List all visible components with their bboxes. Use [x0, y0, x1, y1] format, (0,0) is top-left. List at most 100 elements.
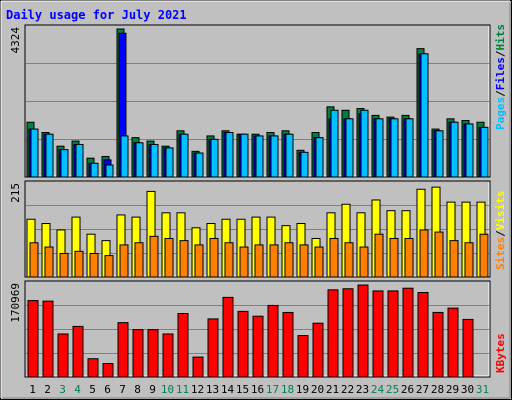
day-label-11: 11	[176, 383, 189, 396]
sites-bar-day-27	[419, 229, 429, 278]
panel-3-legend: KBytes	[494, 333, 507, 373]
kbytes-bar-day-27	[417, 292, 429, 378]
day-label-18: 18	[281, 383, 294, 396]
day-label-10: 10	[161, 383, 174, 396]
day-label-9: 9	[149, 383, 156, 396]
sites-bar-day-6	[104, 255, 114, 278]
sites-bar-day-29	[449, 240, 459, 278]
sites-bar-day-19	[299, 244, 309, 278]
legend-pages: Pages	[494, 97, 507, 130]
sites-bar-day-23	[359, 246, 369, 278]
legend-visits: Visits	[494, 191, 507, 231]
panel-2-ymax-label: 215	[9, 183, 22, 203]
day-label-28: 28	[431, 383, 444, 396]
day-label-21: 21	[326, 383, 339, 396]
pages-bar-day-31	[480, 126, 489, 178]
day-label-1: 1	[29, 383, 36, 396]
panel-3-ymax-label: 170969	[9, 283, 22, 323]
sites-bar-day-8	[134, 242, 144, 278]
panel-1-legend-sep-1: /	[494, 90, 507, 97]
day-label-15: 15	[236, 383, 249, 396]
pages-bar-day-8	[135, 142, 144, 178]
day-label-25: 25	[386, 383, 399, 396]
kbytes-bar-day-28	[432, 311, 444, 378]
pages-bar-day-4	[75, 143, 84, 178]
pages-bar-day-12	[195, 152, 204, 178]
day-label-7: 7	[119, 383, 126, 396]
day-label-26: 26	[401, 383, 414, 396]
day-label-3: 3	[59, 383, 66, 396]
sites-bar-day-17	[269, 244, 279, 278]
sites-bar-day-3	[59, 252, 69, 278]
panel-3-legend-text: KBytes	[494, 333, 507, 373]
day-label-24: 24	[371, 383, 385, 396]
day-label-27: 27	[416, 383, 429, 396]
kbytes-bar-day-1	[27, 300, 39, 378]
kbytes-bar-day-21	[327, 289, 339, 378]
kbytes-bar-day-20	[312, 322, 324, 378]
day-label-19: 19	[296, 383, 309, 396]
pages-bar-day-15	[240, 133, 249, 178]
sites-bar-day-14	[224, 242, 234, 278]
day-label-23: 23	[356, 383, 369, 396]
sites-bar-day-7	[119, 244, 129, 278]
legend-files: Files	[494, 57, 507, 90]
pages-bar-day-25	[390, 118, 399, 178]
sites-bar-day-1	[29, 242, 39, 278]
kbytes-bar-day-30	[462, 318, 474, 378]
pages-bar-day-16	[255, 135, 264, 178]
pages-bar-day-13	[210, 138, 219, 178]
legend-sites: Sites	[494, 237, 507, 270]
sites-bar-day-18	[284, 242, 294, 278]
sites-bar-day-5	[89, 252, 99, 278]
day-label-20: 20	[311, 383, 324, 396]
x-axis-day-labels: 1 2 3 4 5 6 7 8 9 10 11 12 13 14 15 16 17 18 19 20 21 22 23 24 2…	[29, 383, 489, 396]
chart-title: Daily usage for July 2021	[6, 8, 187, 22]
sites-bar-day-25	[389, 237, 399, 278]
panel-2-legend: Sites/Visits	[494, 191, 507, 271]
pages-bar-day-23	[360, 109, 369, 178]
pages-bar-day-26	[405, 118, 414, 178]
day-label-5: 5	[89, 383, 96, 396]
sites-bar-day-9	[149, 235, 159, 278]
kbytes-bar-day-2	[42, 300, 54, 378]
sites-bar-day-12	[194, 244, 204, 278]
sites-bar-day-16	[254, 244, 264, 278]
pages-bar-day-9	[150, 143, 159, 178]
kbytes-bar-day-24	[372, 290, 384, 378]
day-label-16: 16	[251, 383, 264, 396]
sites-bar-day-4	[74, 250, 84, 278]
panel-1-legend-text: Pages/Files/Hits	[494, 24, 507, 130]
day-label-30: 30	[461, 383, 474, 396]
pages-bar-day-22	[345, 118, 354, 178]
sites-bar-day-11	[179, 240, 189, 278]
kbytes-bar-day-15	[237, 310, 249, 378]
day-label-14: 14	[221, 383, 235, 396]
sites-bar-day-2	[44, 246, 54, 278]
pages-bar-day-17	[270, 135, 279, 178]
panels-group: 4324215170969Pages/Files/HitsSites/Visit…	[9, 24, 507, 378]
pages-bar-day-1	[30, 128, 39, 178]
kbytes-bar-day-12	[192, 356, 204, 378]
panel-1-legend-sep-2: /	[494, 50, 507, 57]
pages-bar-day-18	[285, 133, 294, 178]
sites-bar-day-13	[209, 237, 219, 278]
day-label-17: 17	[266, 383, 279, 396]
pages-bar-day-21	[330, 109, 339, 178]
day-label-12: 12	[191, 383, 204, 396]
kbytes-bar-day-18	[282, 311, 294, 378]
pages-bar-day-11	[180, 133, 189, 178]
kbytes-bar-day-23	[357, 284, 369, 378]
kbytes-bar-day-6	[102, 363, 114, 378]
pages-bar-day-6	[105, 164, 114, 178]
sites-bar-day-20	[314, 246, 324, 278]
pages-bar-day-24	[375, 118, 384, 178]
pages-bar-day-19	[300, 151, 309, 178]
sites-bar-day-10	[164, 237, 174, 278]
pages-bar-day-5	[90, 162, 99, 178]
panel-1-legend: Pages/Files/Hits	[494, 24, 507, 130]
sites-bar-day-24	[374, 233, 384, 278]
pages-bar-day-7	[120, 135, 129, 178]
legend-kbytes: KBytes	[494, 333, 507, 373]
